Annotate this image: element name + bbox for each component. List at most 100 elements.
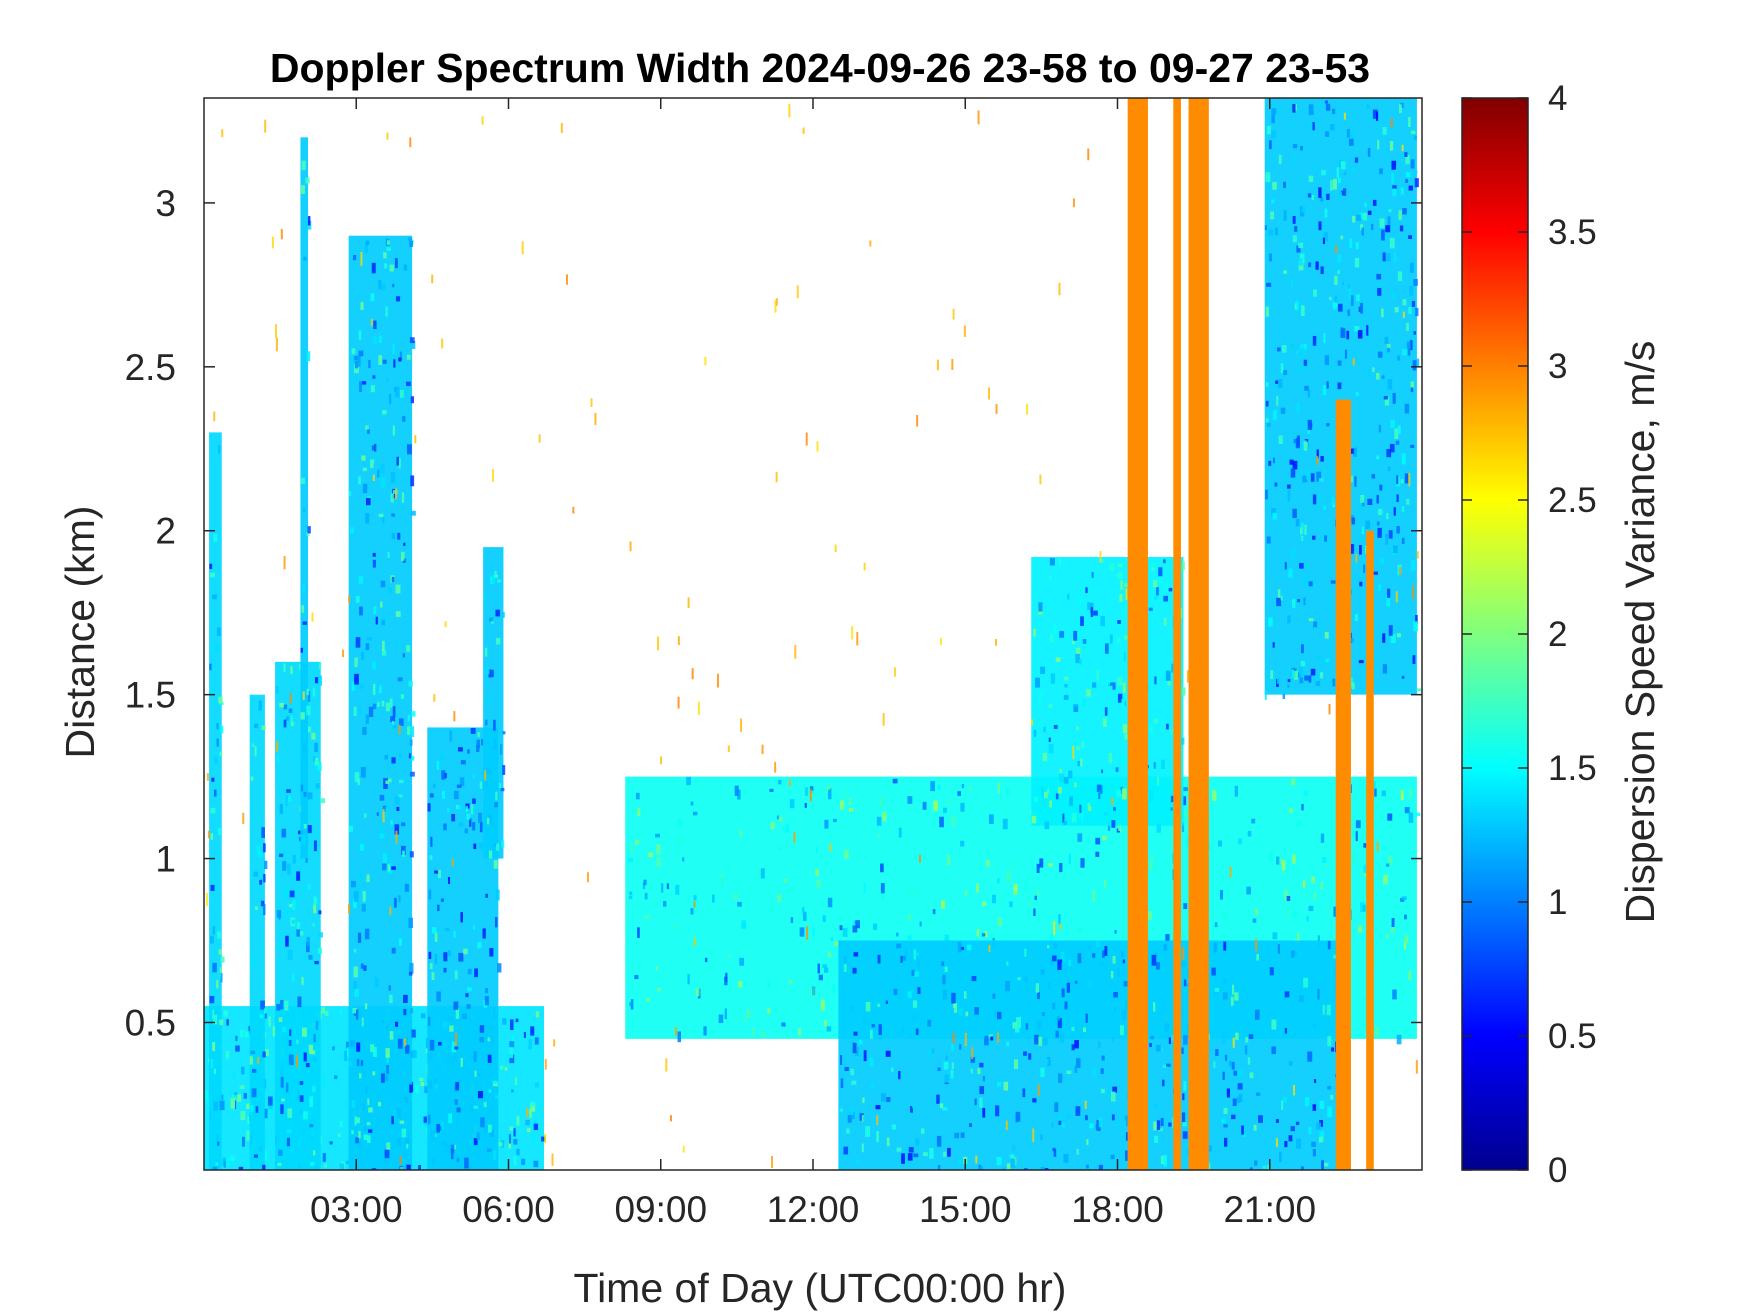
echo-speckle — [1307, 1051, 1313, 1062]
echo-speckle — [1185, 810, 1190, 818]
noise-speckle — [1401, 144, 1404, 152]
echo-speckle — [1401, 453, 1406, 465]
echo-speckle — [839, 1163, 843, 1169]
noise-speckle — [1072, 746, 1075, 760]
echo-speckle — [1269, 140, 1272, 150]
echo-speckle — [1356, 294, 1360, 302]
echo-speckle — [1354, 157, 1359, 163]
echo-speckle — [1035, 983, 1039, 993]
echo-speckle — [1327, 940, 1331, 950]
echo-speckle — [387, 240, 390, 245]
echo-speckle — [378, 355, 383, 365]
echo-speckle — [1352, 852, 1357, 864]
echo-speckle — [502, 1018, 507, 1025]
echo-speckle — [391, 576, 395, 583]
echo-speckle — [250, 1050, 256, 1055]
echo-speckle — [250, 1105, 254, 1112]
echo-speckle — [1049, 800, 1053, 808]
noise-speckle — [829, 843, 832, 852]
noise-speckle — [544, 1133, 547, 1144]
noise-speckle — [788, 779, 791, 787]
echo-speckle — [388, 985, 391, 991]
echo-speckle — [1354, 614, 1358, 622]
echo-speckle — [354, 657, 358, 668]
noise-speckle — [997, 1032, 1000, 1043]
echo-speckle — [979, 1166, 983, 1170]
echo-speckle — [1097, 1040, 1101, 1048]
echo-speckle — [1331, 108, 1336, 114]
echo-speckle — [367, 1135, 371, 1143]
echo-speckle — [444, 927, 450, 932]
echo-speckle — [286, 1137, 291, 1147]
echo-speckle — [246, 1130, 251, 1141]
echo-speckle — [315, 783, 320, 789]
echo-speckle — [1367, 210, 1372, 215]
echo-speckle — [1325, 658, 1330, 663]
echo-speckle — [1334, 265, 1339, 271]
echo-speckle — [1301, 803, 1304, 811]
echo-speckle — [1405, 178, 1409, 183]
echo-speckle — [959, 1044, 962, 1050]
echo-speckle — [1410, 560, 1416, 571]
echo-speckle — [268, 1016, 271, 1027]
noise-speckle — [995, 639, 998, 646]
echo-speckle — [251, 743, 255, 747]
echo-speckle — [308, 1044, 313, 1054]
x-tick-label: 12:00 — [767, 1189, 860, 1230]
echo-speckle — [1313, 892, 1317, 900]
echo-speckle — [1323, 332, 1326, 343]
echo-speckle — [278, 911, 281, 920]
echo-speckle — [453, 1001, 459, 1010]
echo-speckle — [1046, 945, 1050, 949]
echo-speckle — [1104, 946, 1108, 956]
echo-speckle — [362, 726, 367, 735]
echo-speckle — [1397, 425, 1401, 435]
noise-speckle — [629, 541, 632, 552]
echo-speckle — [382, 853, 388, 863]
echo-speckle — [365, 714, 369, 725]
echo-speckle — [1373, 571, 1378, 575]
noise-speckle — [207, 830, 210, 839]
echo-speckle — [396, 456, 399, 466]
echo-speckle — [1268, 253, 1273, 262]
echo-speckle — [436, 760, 440, 770]
echo-speckle — [1207, 1162, 1211, 1170]
noise-speckle — [590, 398, 593, 407]
echo-speckle — [1238, 1069, 1244, 1078]
echo-speckle — [307, 792, 313, 800]
echo-speckle — [1055, 793, 1059, 800]
echo-speckle — [1092, 890, 1096, 902]
echo-speckle — [996, 1082, 1002, 1087]
echo-speckle — [360, 302, 364, 310]
echo-speckle — [244, 1031, 250, 1038]
noise-speckle — [659, 756, 662, 765]
echo-speckle — [392, 425, 396, 436]
echo-speckle — [946, 855, 951, 866]
echo-speckle — [1151, 562, 1156, 569]
echo-speckle — [1295, 1121, 1300, 1126]
echo-speckle — [1288, 1135, 1293, 1142]
echo-speckle — [1086, 1164, 1089, 1169]
echo-speckle — [1409, 340, 1413, 351]
echo-speckle — [1164, 582, 1169, 591]
echo-speckle — [1325, 131, 1330, 137]
echo-speckle — [703, 1026, 707, 1036]
echo-speckle — [381, 517, 385, 524]
echo-speckle — [1356, 214, 1362, 221]
echo-speckle — [1274, 482, 1278, 487]
echo-speckle — [1016, 1016, 1022, 1028]
echo-speckle — [720, 876, 724, 887]
echo-speckle — [1306, 469, 1311, 480]
noise-speckle — [1182, 947, 1185, 960]
echo-speckle — [1327, 1106, 1333, 1118]
echo-speckle — [379, 825, 384, 834]
echo-speckle — [487, 1037, 491, 1042]
echo-speckle — [240, 1111, 246, 1121]
echo-speckle — [863, 1050, 867, 1062]
echo-speckle — [1300, 535, 1304, 541]
echo-speckle — [511, 1089, 514, 1093]
echo-speckle — [1181, 822, 1185, 833]
echo-speckle — [462, 1013, 467, 1020]
echo-speckle — [1272, 410, 1278, 421]
echo-speckle — [1307, 389, 1311, 398]
